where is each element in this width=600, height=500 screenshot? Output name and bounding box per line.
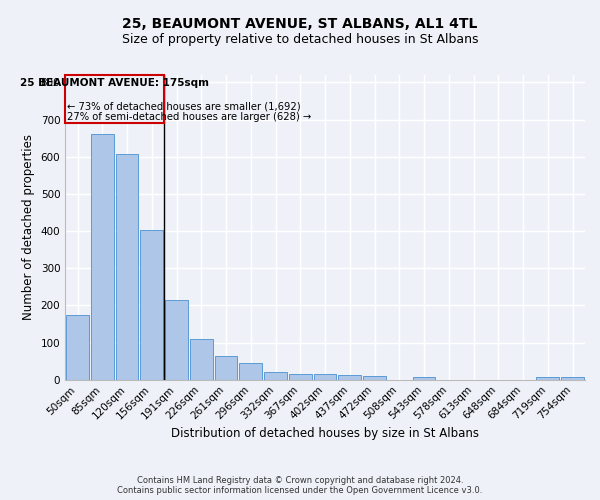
Bar bbox=[413, 377, 436, 380]
Bar bbox=[116, 154, 139, 380]
Text: Size of property relative to detached houses in St Albans: Size of property relative to detached ho… bbox=[122, 32, 478, 46]
Bar bbox=[91, 134, 114, 380]
Bar bbox=[239, 362, 262, 380]
Text: 25, BEAUMONT AVENUE, ST ALBANS, AL1 4TL: 25, BEAUMONT AVENUE, ST ALBANS, AL1 4TL bbox=[122, 18, 478, 32]
Bar bbox=[338, 375, 361, 380]
Bar bbox=[536, 377, 559, 380]
Y-axis label: Number of detached properties: Number of detached properties bbox=[22, 134, 35, 320]
Bar bbox=[65, 75, 164, 124]
Text: 25 BEAUMONT AVENUE: 175sqm: 25 BEAUMONT AVENUE: 175sqm bbox=[20, 78, 209, 88]
Bar bbox=[314, 374, 337, 380]
Bar bbox=[215, 356, 238, 380]
Bar bbox=[289, 374, 312, 380]
Text: Contains public sector information licensed under the Open Government Licence v3: Contains public sector information licen… bbox=[118, 486, 482, 495]
Bar bbox=[363, 376, 386, 380]
Bar bbox=[165, 300, 188, 380]
Bar bbox=[140, 230, 163, 380]
Bar bbox=[264, 372, 287, 380]
Bar bbox=[190, 339, 213, 380]
Bar bbox=[66, 314, 89, 380]
Text: 27% of semi-detached houses are larger (628) →: 27% of semi-detached houses are larger (… bbox=[67, 112, 311, 122]
Text: Contains HM Land Registry data © Crown copyright and database right 2024.: Contains HM Land Registry data © Crown c… bbox=[137, 476, 463, 485]
X-axis label: Distribution of detached houses by size in St Albans: Distribution of detached houses by size … bbox=[171, 427, 479, 440]
Bar bbox=[561, 377, 584, 380]
Text: ← 73% of detached houses are smaller (1,692): ← 73% of detached houses are smaller (1,… bbox=[67, 102, 301, 112]
